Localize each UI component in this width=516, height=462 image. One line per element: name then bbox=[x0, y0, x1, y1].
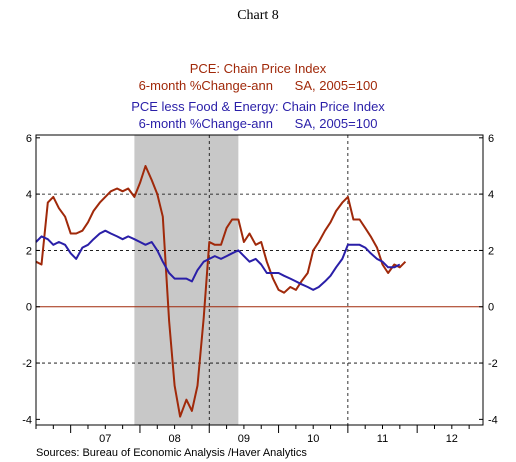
ytick-label-left: -2 bbox=[22, 358, 32, 370]
legend-pce-subtitle: 6-month %Change-ann SA, 2005=100 bbox=[139, 78, 378, 93]
xtick-label: 12 bbox=[446, 433, 458, 445]
legend-pce-name: PCE: Chain Price Index bbox=[190, 61, 327, 76]
page-title: Chart 8 bbox=[237, 8, 279, 23]
ytick-label-left: 6 bbox=[26, 133, 32, 145]
plot-frame bbox=[35, 134, 484, 426]
source-note: Sources: Bureau of Economic Analysis /Ha… bbox=[36, 447, 307, 459]
ytick-label-left: 4 bbox=[26, 189, 32, 201]
xtick-label: 09 bbox=[238, 433, 250, 445]
ytick-label-right: 2 bbox=[488, 245, 494, 257]
recession-shading bbox=[134, 135, 239, 425]
xtick-label: 08 bbox=[168, 433, 180, 445]
ytick-label-left: -4 bbox=[22, 414, 32, 426]
ytick-label-right: -4 bbox=[488, 414, 498, 426]
xtick-label: 11 bbox=[377, 433, 388, 445]
plot-area: -4 -4 -2 -2 0 0 2 2 4 4 6 6 07 08 09 10 11 12 bbox=[22, 133, 498, 445]
series-line-pce bbox=[35, 165, 407, 418]
legend-core-subtitle: 6-month %Change-ann SA, 2005=100 bbox=[139, 116, 378, 131]
legend: PCE: Chain Price Index 6-month %Change-a… bbox=[131, 61, 385, 131]
series-line-core bbox=[35, 229, 401, 291]
xtick-label: 07 bbox=[99, 433, 111, 445]
ytick-label-right: 6 bbox=[488, 133, 494, 145]
ytick-label-right: 4 bbox=[488, 189, 494, 201]
xtick-label: 10 bbox=[307, 433, 319, 445]
ytick-label-right: 0 bbox=[488, 302, 494, 314]
ytick-label-right: -2 bbox=[488, 358, 498, 370]
ytick-label-left: 0 bbox=[26, 302, 32, 314]
legend-core-name: PCE less Food & Energy: Chain Price Inde… bbox=[131, 99, 385, 114]
ytick-label-left: 2 bbox=[26, 245, 32, 257]
